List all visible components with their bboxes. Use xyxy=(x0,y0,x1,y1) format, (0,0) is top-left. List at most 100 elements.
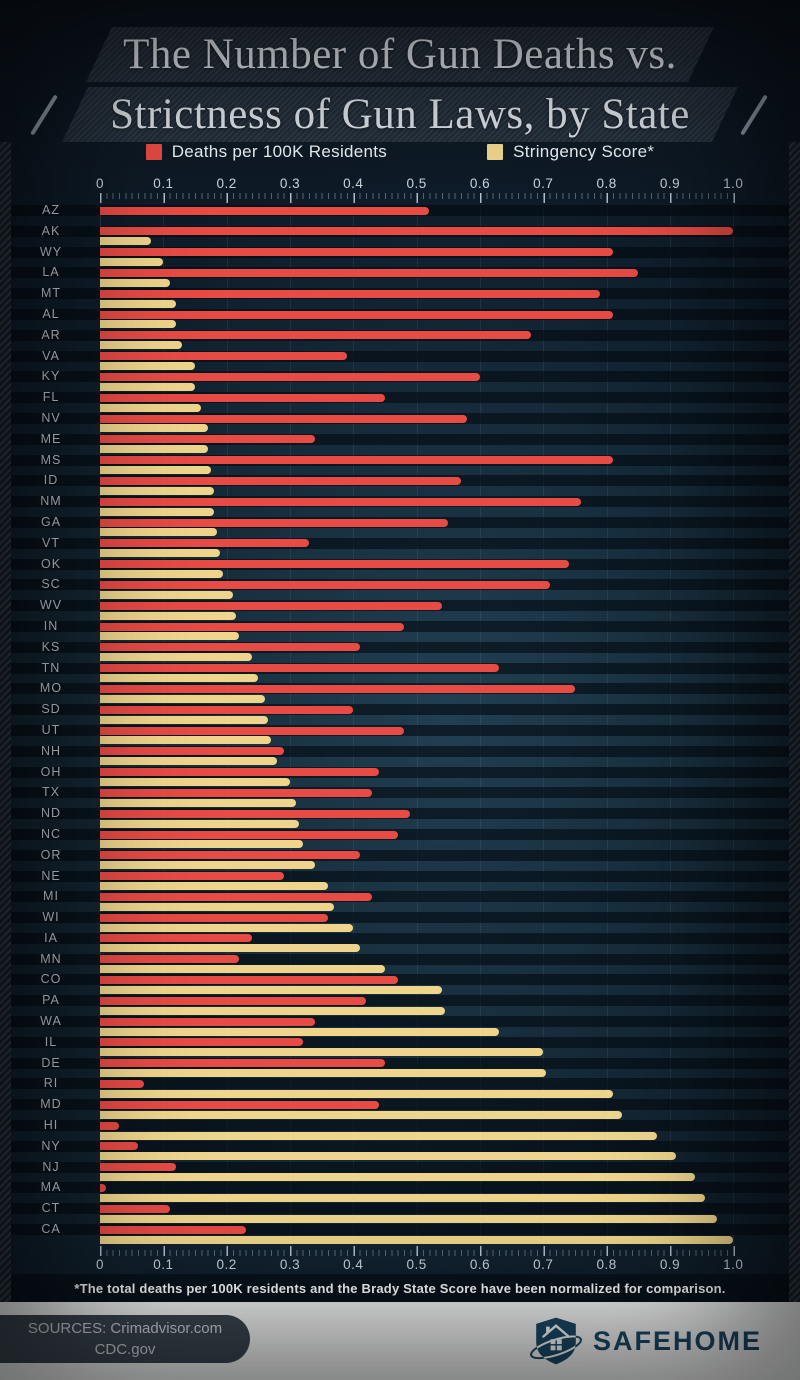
stringency-bar xyxy=(100,362,195,371)
state-row-OK: OK xyxy=(0,557,800,580)
state-label: NH xyxy=(40,743,62,758)
deaths-bar xyxy=(100,1080,144,1089)
legend-item-deaths: Deaths per 100K Residents xyxy=(145,142,388,162)
state-row-MD: MD xyxy=(0,1098,800,1120)
brand-name: SAFEHOME xyxy=(592,1325,762,1356)
state-label: NE xyxy=(41,868,61,883)
state-label: WA xyxy=(40,1014,62,1029)
x-tick-label: 0.5 xyxy=(406,176,427,191)
stringency-bar xyxy=(100,403,201,412)
deaths-bar xyxy=(100,1204,170,1213)
state-label: MN xyxy=(40,951,62,966)
state-row-OH: OH xyxy=(0,764,800,788)
deaths-bar xyxy=(100,1059,385,1068)
state-label: MT xyxy=(40,286,62,301)
stringency-bar xyxy=(100,1006,445,1015)
x-tick-label: 0.8 xyxy=(596,1257,617,1272)
deaths-bar xyxy=(100,976,398,985)
stringency-bar xyxy=(100,1048,543,1057)
state-label: VT xyxy=(42,535,60,550)
row-dark-stripe xyxy=(11,932,789,944)
row-dark-stripe xyxy=(11,766,789,778)
state-row-WY: WY xyxy=(0,245,800,268)
state-row-ID: ID xyxy=(0,474,800,496)
legend-label-deaths: Deaths per 100K Residents xyxy=(171,142,388,161)
state-label: SC xyxy=(41,577,61,592)
state-row-CO: CO xyxy=(0,973,800,995)
deaths-bar xyxy=(100,1017,315,1026)
row-dark-stripe xyxy=(11,392,789,404)
state-row-KS: KS xyxy=(0,640,800,663)
state-label: OH xyxy=(40,764,62,779)
state-row-IN: IN xyxy=(0,620,800,642)
state-row-NM: NM xyxy=(0,494,800,517)
row-dark-stripe xyxy=(11,1224,789,1236)
state-row-MN: MN xyxy=(0,951,800,975)
deaths-bar xyxy=(100,1225,246,1234)
state-label: AR xyxy=(41,327,61,342)
state-row-MT: MT xyxy=(0,286,800,309)
deaths-bar xyxy=(100,456,613,465)
state-row-NE: NE xyxy=(0,868,800,892)
deaths-bar xyxy=(100,892,372,901)
major-ticks xyxy=(100,193,736,203)
row-dark-stripe xyxy=(11,350,789,362)
deaths-bar xyxy=(100,664,499,673)
deaths-bar xyxy=(100,393,385,402)
safehome-shield-icon xyxy=(530,1317,582,1365)
x-tick-label: 0.3 xyxy=(279,176,301,191)
state-row-MI: MI xyxy=(0,890,800,912)
sources-line2: CDC.gov xyxy=(94,1341,156,1358)
deaths-bar xyxy=(100,580,550,589)
stringency-bar xyxy=(100,549,220,558)
state-row-NV: NV xyxy=(0,412,800,434)
state-label: GA xyxy=(40,514,62,529)
state-row-AZ: AZ xyxy=(0,203,800,226)
deaths-bar xyxy=(100,476,461,485)
deaths-bar xyxy=(100,227,733,236)
state-label: UT xyxy=(41,722,61,737)
stringency-bar xyxy=(100,840,303,849)
page-title-line1: The Number of Gun Deaths vs. xyxy=(123,31,677,78)
stringency-color-swatch xyxy=(487,144,504,160)
decorative-slash-left xyxy=(30,94,58,136)
deaths-bar xyxy=(100,934,252,943)
stringency-bar xyxy=(100,1173,695,1182)
x-tick-label: 0.9 xyxy=(659,176,681,191)
state-row-SD: SD xyxy=(0,703,800,725)
row-dark-stripe xyxy=(11,953,789,965)
deaths-bar xyxy=(100,1121,119,1130)
state-label: IL xyxy=(44,1034,58,1049)
deaths-bar xyxy=(100,310,613,319)
stringency-bar xyxy=(100,1235,733,1244)
state-row-UT: UT xyxy=(0,722,800,746)
stringency-bar xyxy=(100,694,265,703)
deaths-bar xyxy=(100,435,315,444)
row-dark-stripe xyxy=(11,537,789,549)
footnote-band: *The total deaths per 100K residents and… xyxy=(0,1274,800,1302)
state-label: AZ xyxy=(42,203,60,217)
row-dark-stripe xyxy=(11,433,789,445)
state-row-CA: CA xyxy=(0,1223,800,1245)
deaths-bar xyxy=(100,372,480,381)
deaths-bar xyxy=(100,352,347,361)
x-tick-label: 1.0 xyxy=(723,176,744,191)
state-row-AR: AR xyxy=(0,327,800,351)
x-tick-label: 0.6 xyxy=(469,176,491,191)
state-label: AL xyxy=(42,306,60,321)
major-ticks xyxy=(100,1246,736,1256)
x-axis-ruler-top xyxy=(100,193,736,203)
stringency-bar xyxy=(100,445,208,454)
state-row-WV: WV xyxy=(0,599,800,621)
deaths-bar xyxy=(100,851,360,860)
state-label: NM xyxy=(40,494,62,509)
row-dark-stripe xyxy=(11,1036,789,1048)
state-row-IL: IL xyxy=(0,1034,800,1058)
state-label: AK xyxy=(41,223,61,238)
deaths-bar xyxy=(100,643,360,652)
deaths-bar xyxy=(100,268,638,277)
x-tick-label: 0.6 xyxy=(469,1257,491,1272)
stringency-bar xyxy=(100,258,163,267)
deaths-bar xyxy=(100,414,467,423)
row-dark-stripe xyxy=(11,891,789,903)
